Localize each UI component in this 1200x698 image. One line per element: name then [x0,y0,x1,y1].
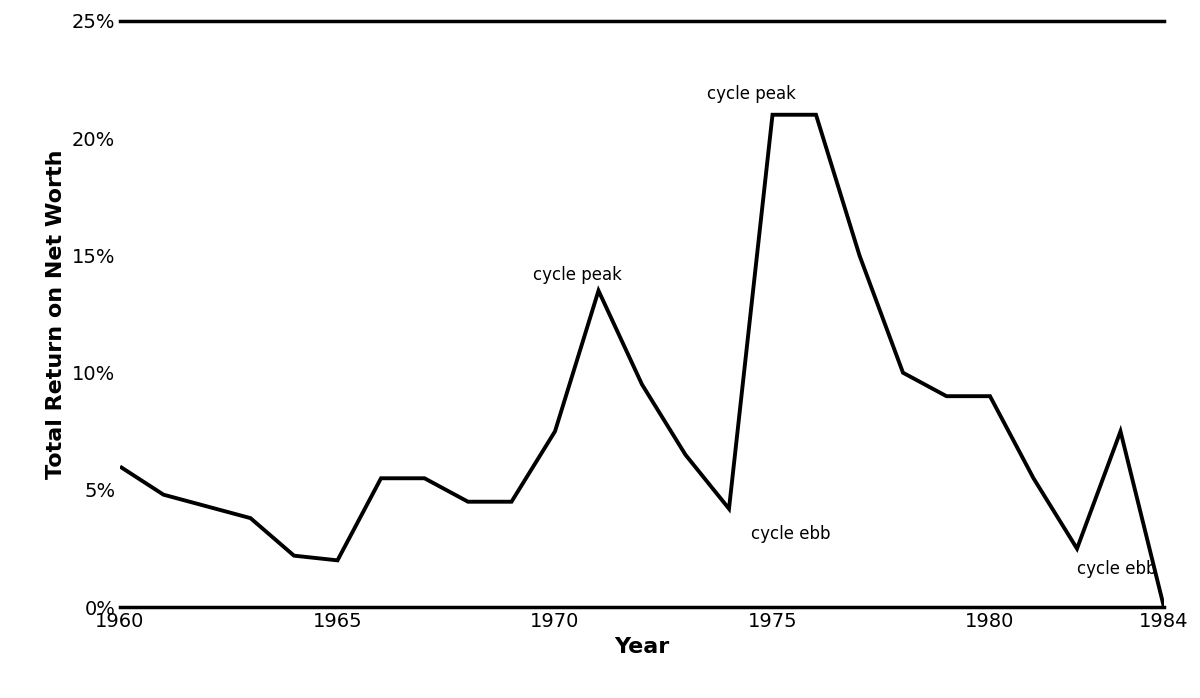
Text: cycle peak: cycle peak [707,85,796,103]
Text: cycle peak: cycle peak [533,266,622,283]
Y-axis label: Total Return on Net Worth: Total Return on Net Worth [46,149,66,479]
Text: cycle ebb: cycle ebb [1078,560,1157,579]
Text: cycle ebb: cycle ebb [751,525,830,543]
X-axis label: Year: Year [614,637,670,657]
